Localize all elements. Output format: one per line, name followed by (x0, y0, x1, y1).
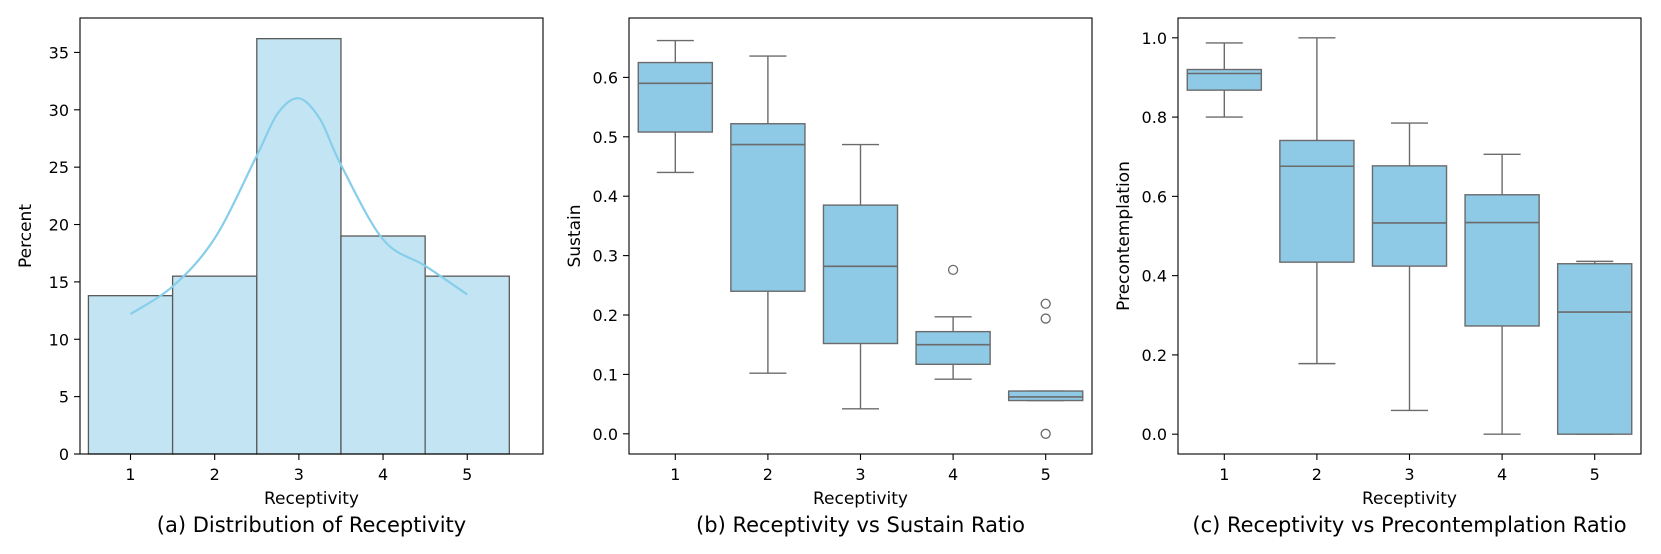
y-tick-label: 15 (49, 273, 69, 292)
y-tick-label: 25 (49, 158, 69, 177)
y-tick-label: 0.0 (1142, 425, 1167, 444)
box-4 (1464, 153, 1540, 435)
box-3 (1371, 122, 1448, 412)
y-tick-label: 10 (49, 330, 69, 349)
y-tick-label: 5 (59, 388, 69, 407)
box-1 (1186, 42, 1263, 118)
sustain-caption: (b) Receptivity vs Sustain Ratio (696, 513, 1025, 537)
histogram-frame (79, 17, 544, 455)
y-tick-label: 0.8 (1142, 108, 1167, 127)
histogram-bar (171, 275, 258, 455)
x-tick-label: 1 (125, 465, 135, 484)
histogram-marks (87, 38, 510, 455)
iqr-box (1556, 263, 1633, 435)
outlier-point (1040, 428, 1051, 439)
box-1 (637, 39, 714, 174)
y-tick-label: 0.2 (1142, 346, 1167, 365)
precontemplation-x-ticks: 1 2 3 4 5 (1219, 454, 1600, 484)
y-tick-label: 35 (49, 43, 69, 62)
y-tick-label: 0.5 (593, 128, 618, 147)
sustain-x-ticks: 1 2 3 4 5 (670, 454, 1051, 484)
histogram-bar (424, 275, 510, 455)
sustain-x-axis-label: Receptivity (813, 489, 908, 509)
x-tick-label: 4 (1497, 465, 1507, 484)
x-tick-label: 5 (1041, 465, 1051, 484)
y-tick-label: 0.6 (1142, 187, 1167, 206)
sustain-y-axis-label: Sustain (565, 204, 585, 267)
box-5 (1556, 260, 1633, 435)
histogram-y-axis-label: Percent (16, 204, 36, 268)
y-tick-label: 0.4 (593, 187, 618, 206)
x-tick-label: 3 (294, 465, 304, 484)
iqr-box (1007, 390, 1084, 402)
histogram-x-axis-label: Receptivity (264, 489, 359, 509)
sustain-y-ticks: 0.0 0.1 0.2 0.3 0.4 0.5 0.6 (593, 68, 629, 444)
histogram-x-ticks: 1 2 3 4 5 (125, 454, 472, 484)
x-tick-label: 4 (378, 465, 388, 484)
outlier-point (1040, 313, 1051, 324)
sustain-boxplot-marks (637, 39, 1084, 439)
histogram-panel: 0 5 10 15 20 25 30 35 1 2 3 4 5 Receptivity Percent… (16, 17, 544, 537)
precontemplation-boxplot-marks (1186, 37, 1633, 435)
x-tick-label: 3 (855, 465, 865, 484)
x-tick-label: 5 (1590, 465, 1600, 484)
box-2 (730, 55, 806, 374)
outlier-point (1040, 298, 1051, 309)
x-tick-label: 3 (1404, 465, 1414, 484)
precontemplation-x-axis-label: Receptivity (1362, 489, 1457, 509)
histogram-caption: (a) Distribution of Receptivity (157, 513, 466, 537)
iqr-box (730, 123, 806, 292)
iqr-box (1371, 165, 1448, 267)
iqr-box (822, 204, 899, 345)
y-tick-label: 0.4 (1142, 267, 1167, 286)
x-tick-label: 2 (210, 465, 220, 484)
box-3 (822, 143, 899, 410)
x-tick-label: 1 (1219, 465, 1229, 484)
box-4 (915, 264, 991, 380)
precontemplation-caption: (c) Receptivity vs Precontemplation Rati… (1192, 513, 1626, 537)
y-tick-label: 20 (49, 216, 69, 235)
kde-curve (129, 97, 468, 315)
y-tick-label: 0 (59, 445, 69, 464)
precontemplation-y-axis-label: Precontemplation (1114, 161, 1134, 311)
box-5 (1007, 298, 1084, 439)
box-2 (1279, 37, 1355, 365)
y-tick-label: 0.0 (593, 425, 618, 444)
precontemplation-boxplot-panel: 0.0 0.2 0.4 0.6 0.8 1.0 1 2 3 4 5 Receptivity Pre… (1114, 17, 1642, 537)
x-tick-label: 2 (1312, 465, 1322, 484)
iqr-box (637, 61, 714, 133)
x-tick-label: 4 (948, 465, 958, 484)
histogram-y-ticks: 0 5 10 15 20 25 30 35 (49, 43, 80, 464)
histogram-bar (87, 295, 174, 455)
y-tick-label: 1.0 (1142, 29, 1167, 48)
iqr-box (1186, 68, 1263, 91)
y-tick-label: 0.2 (593, 306, 618, 325)
histogram-bar (340, 235, 426, 455)
y-tick-label: 0.1 (593, 365, 618, 384)
iqr-box (1279, 139, 1355, 263)
iqr-box (915, 330, 991, 366)
x-tick-label: 1 (670, 465, 680, 484)
precontemplation-y-ticks: 0.0 0.2 0.4 0.6 0.8 1.0 (1142, 29, 1178, 444)
y-tick-label: 30 (49, 101, 69, 120)
x-tick-label: 5 (462, 465, 472, 484)
y-tick-label: 0.3 (593, 247, 618, 266)
outlier-point (947, 264, 959, 276)
x-tick-label: 2 (763, 465, 773, 484)
iqr-box (1464, 194, 1540, 327)
histogram-bar (256, 38, 342, 455)
y-tick-label: 0.6 (593, 68, 618, 87)
